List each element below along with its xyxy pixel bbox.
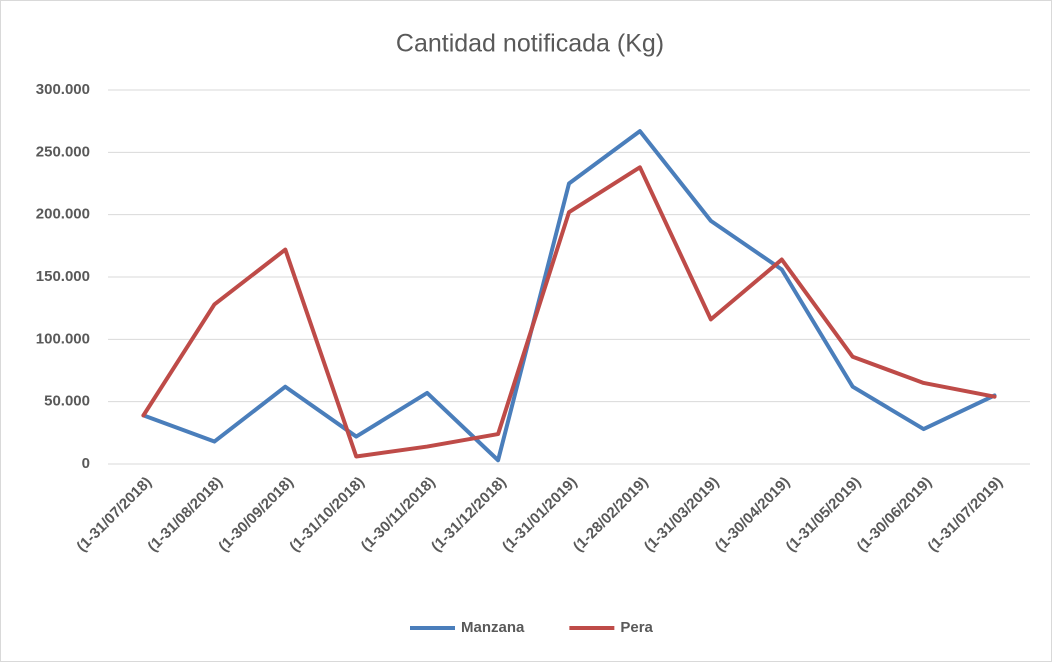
series-line [141, 165, 997, 459]
y-tick-label: 250.000 [36, 143, 90, 160]
y-tick-label: 150.000 [36, 268, 90, 285]
y-tick-label: 0 [82, 455, 90, 472]
y-tick-label: 300.000 [36, 81, 90, 98]
y-tick-label: 200.000 [36, 206, 90, 223]
legend-label: Manzana [461, 619, 525, 636]
legend-label: Pera [620, 619, 653, 636]
y-tick-label: 50.000 [44, 393, 90, 410]
chart-title: Cantidad notificada (Kg) [396, 30, 664, 58]
y-tick-label: 100.000 [36, 330, 90, 347]
series-line [141, 129, 997, 463]
